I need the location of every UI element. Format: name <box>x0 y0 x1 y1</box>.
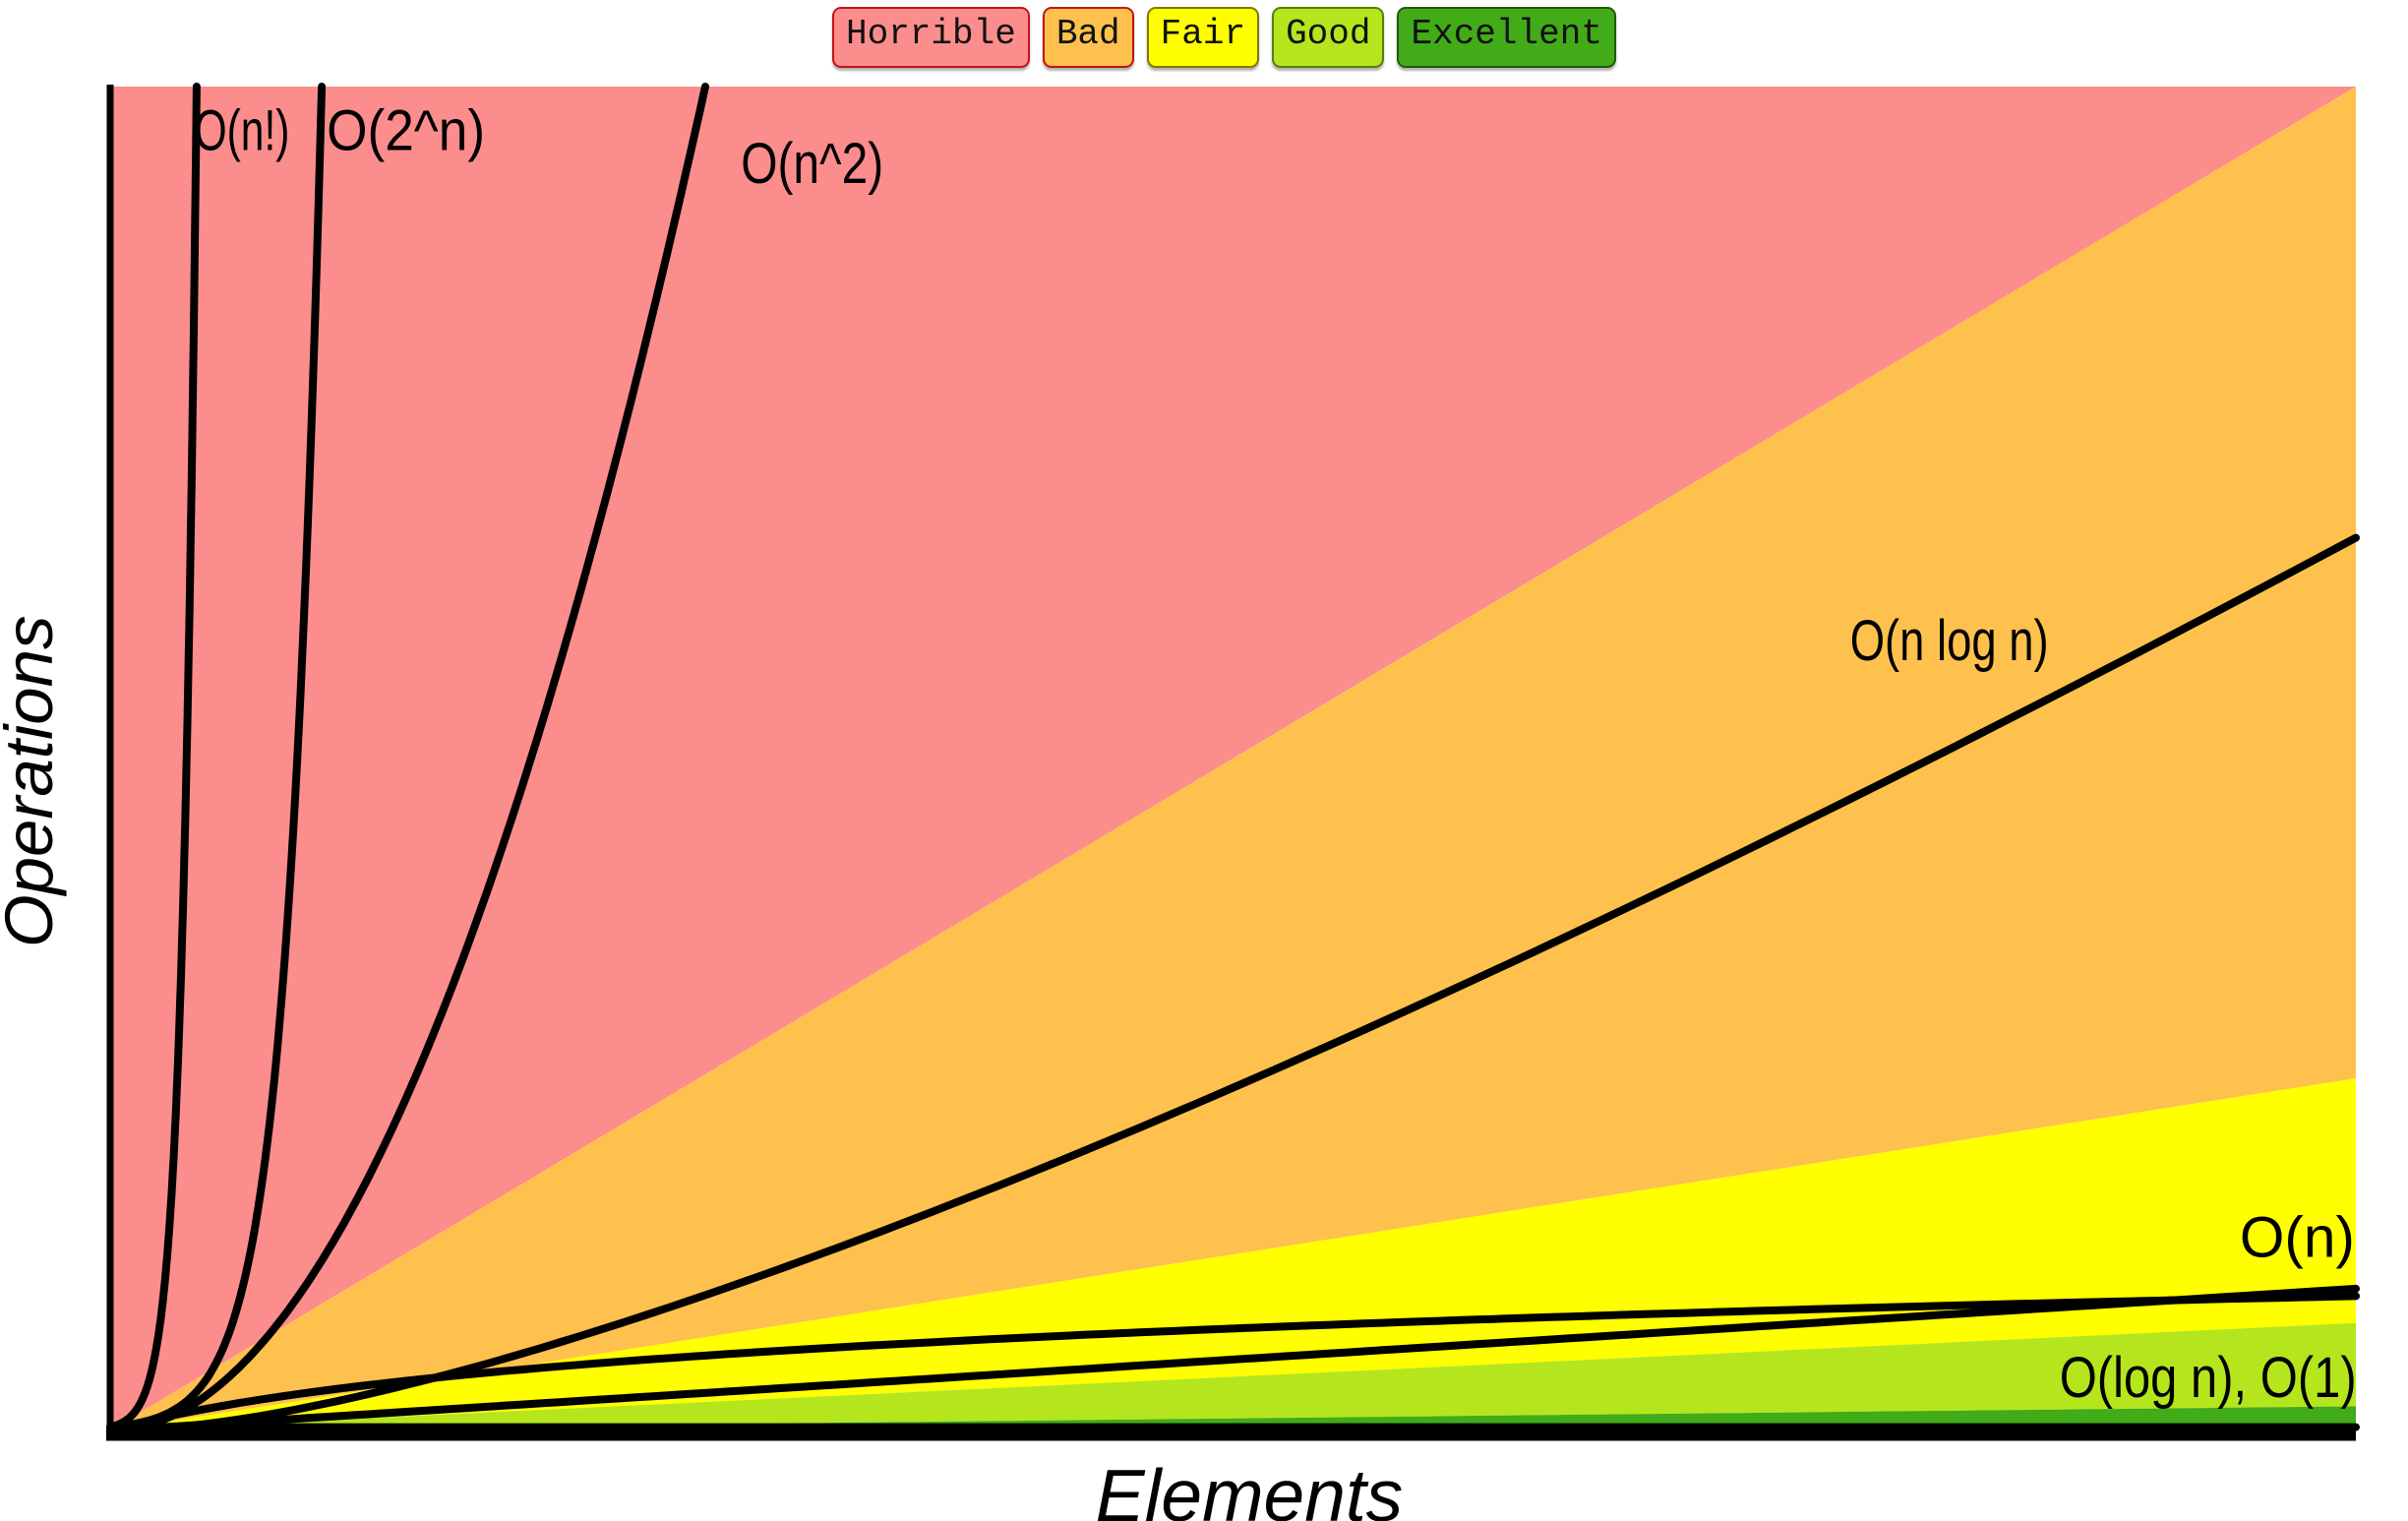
svg-text:O(log n), O(1): O(log n), O(1) <box>2060 1346 2357 1410</box>
svg-text:O(n log n): O(n log n) <box>1850 609 2049 673</box>
svg-text:Operations: Operations <box>0 615 67 947</box>
svg-text:Elements: Elements <box>1096 1454 1404 1521</box>
svg-text:O(n!): O(n!) <box>195 99 290 163</box>
svg-text:O(n): O(n) <box>2240 1206 2355 1270</box>
svg-text:O(2^n): O(2^n) <box>327 99 485 163</box>
svg-text:O(n^2): O(n^2) <box>741 132 883 196</box>
